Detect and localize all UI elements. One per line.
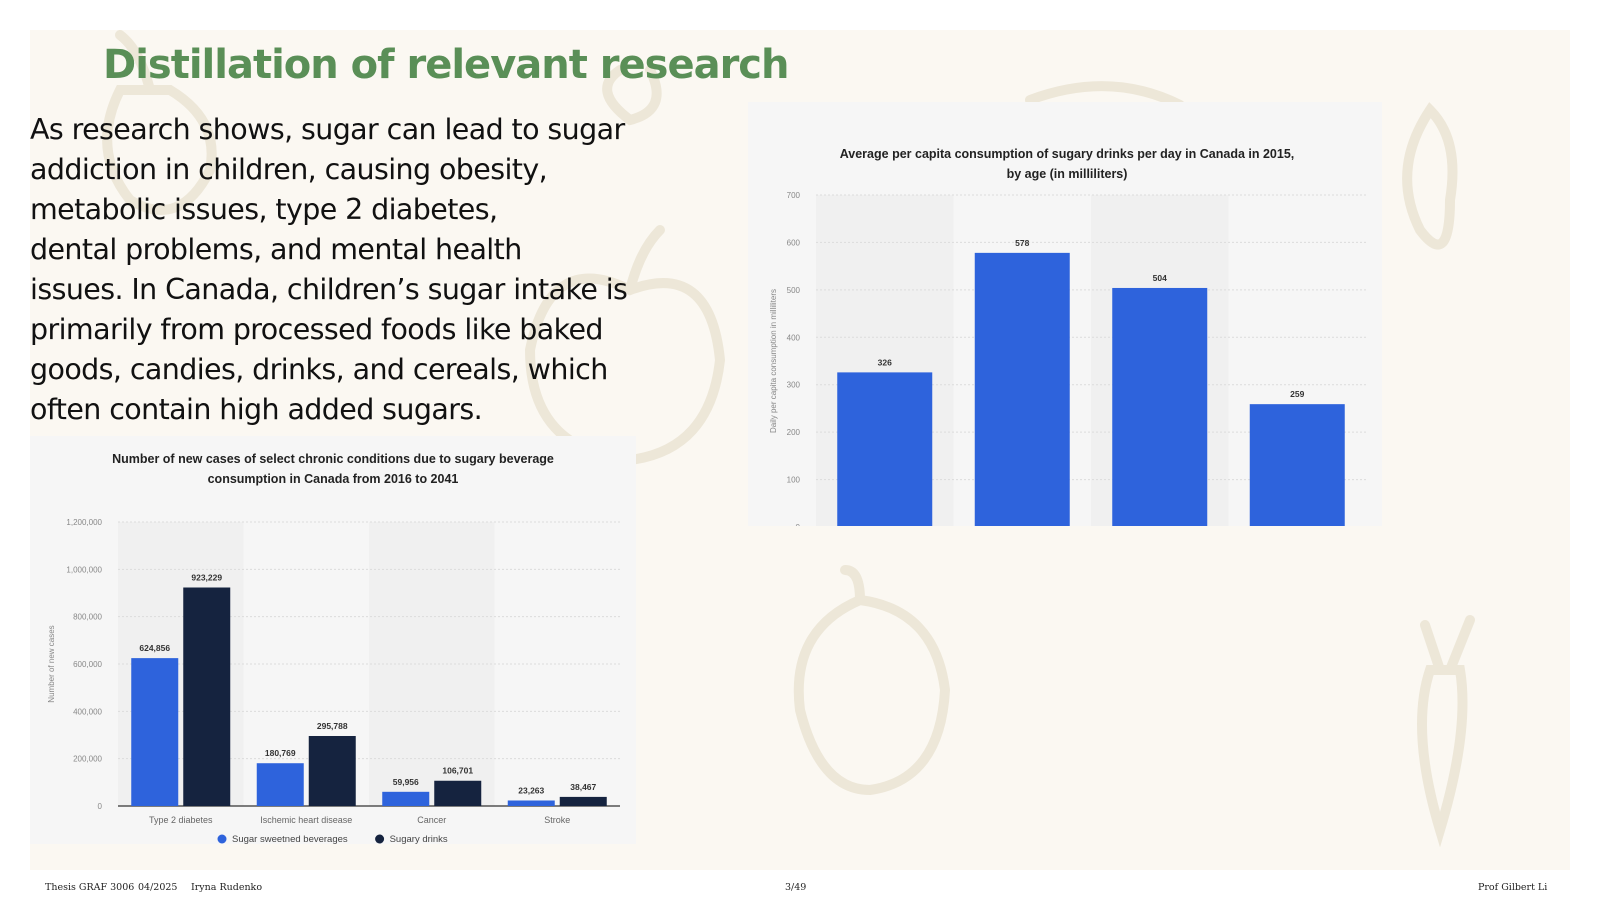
bar [507,800,555,806]
legend-label: Sugary drinks [390,834,448,844]
x-tick-label: Cancer [417,815,446,825]
body-line: often contain high added sugars. [30,393,483,426]
body-line: addiction in children, causing obesity, [30,153,548,186]
y-tick-label: 200,000 [73,755,102,764]
plum-icon [793,565,951,796]
bar [1249,404,1345,526]
data-label: 259 [1290,389,1304,399]
data-label: 38,467 [570,782,596,792]
bar [559,796,607,806]
chart-title-line: Number of new cases of select chronic co… [112,452,554,466]
body-line: goods, candies, drinks, and cereals, whi… [30,353,608,386]
x-tick-label: Type 2 diabetes [149,815,213,825]
data-label: 326 [878,357,892,367]
y-tick-label: 0 [98,802,103,811]
data-label: 180,769 [265,748,296,758]
bar [974,252,1070,526]
y-tick-label: 400,000 [73,707,102,716]
x-tick-label: Stroke [544,815,570,825]
y-tick-label: 1,000,000 [66,565,102,574]
y-axis-label: Number of new cases [47,625,56,702]
legend-label: Sugar sweetned beverages [232,834,348,844]
footer-course: Thesis GRAF 3006 [45,882,135,893]
bar [1112,287,1208,526]
y-tick-label: 600,000 [73,660,102,669]
y-tick-label: 400 [787,333,801,342]
footer-date: 04/2025 [138,882,178,893]
y-tick-label: 800,000 [73,613,102,622]
y-tick-label: 200 [787,428,801,437]
body-line: metabolic issues, type 2 diabetes, [30,193,498,226]
chart-title-line: by age (in milliliters) [1007,167,1128,181]
data-label: 23,263 [518,785,544,795]
carrot-icon [1417,615,1475,848]
bar [256,763,304,806]
data-label: 624,856 [139,643,170,653]
y-tick-label: 1,200,000 [66,518,102,527]
footer-page-number: 3/49 [785,882,807,893]
y-tick-label: 300 [787,381,801,390]
y-tick-label: 500 [787,286,801,295]
body-paragraph: As research shows, sugar can lead to sug… [30,110,630,430]
legend-marker [375,834,385,844]
y-tick-label: 0 [796,523,801,526]
footer-professor: Prof Gilbert Li [1478,882,1548,893]
data-label: 923,229 [191,573,222,583]
body-line: issues. In Canada, children’s sugar inta… [30,273,628,306]
data-label: 578 [1015,238,1029,248]
y-tick-label: 600 [787,238,801,247]
x-tick-label: Ischemic heart disease [260,815,352,825]
bar [434,780,482,806]
bar [131,658,179,806]
sugary-drinks-by-age-chart: Average per capita consumption of sugary… [748,102,1382,526]
bar [382,791,430,806]
y-tick-label: 700 [787,191,801,200]
data-label: 504 [1153,273,1167,283]
legend-marker [217,834,227,844]
data-label: 106,701 [442,766,473,776]
chart-title-line: Average per capita consumption of sugary… [840,147,1295,161]
slide-title: Distillation of relevant research [103,42,789,88]
y-axis-label: Daily per capita consumption in millilit… [769,289,778,433]
data-label: 59,956 [393,777,419,787]
bar [183,587,231,806]
body-line: As research shows, sugar can lead to sug… [30,113,625,146]
data-label: 295,788 [317,721,348,731]
body-line: dental problems, and mental health [30,233,522,266]
body-line: primarily from processed foods like bake… [30,313,604,346]
sugary-drinks-by-age-chart-svg: Average per capita consumption of sugary… [769,147,1366,526]
slide: Distillation of relevant research As res… [30,30,1570,870]
chart-title-line: consumption in Canada from 2016 to 2041 [208,472,459,486]
chronic-conditions-chart: Number of new cases of select chronic co… [30,436,636,844]
footer: Thesis GRAF 3006 04/2025 Iryna Rudenko 3… [0,870,1600,900]
chronic-conditions-chart-svg: Number of new cases of select chronic co… [47,452,620,844]
bar [837,372,933,526]
bar [308,735,356,806]
y-tick-label: 100 [787,476,801,485]
footer-author: Iryna Rudenko [191,882,263,893]
